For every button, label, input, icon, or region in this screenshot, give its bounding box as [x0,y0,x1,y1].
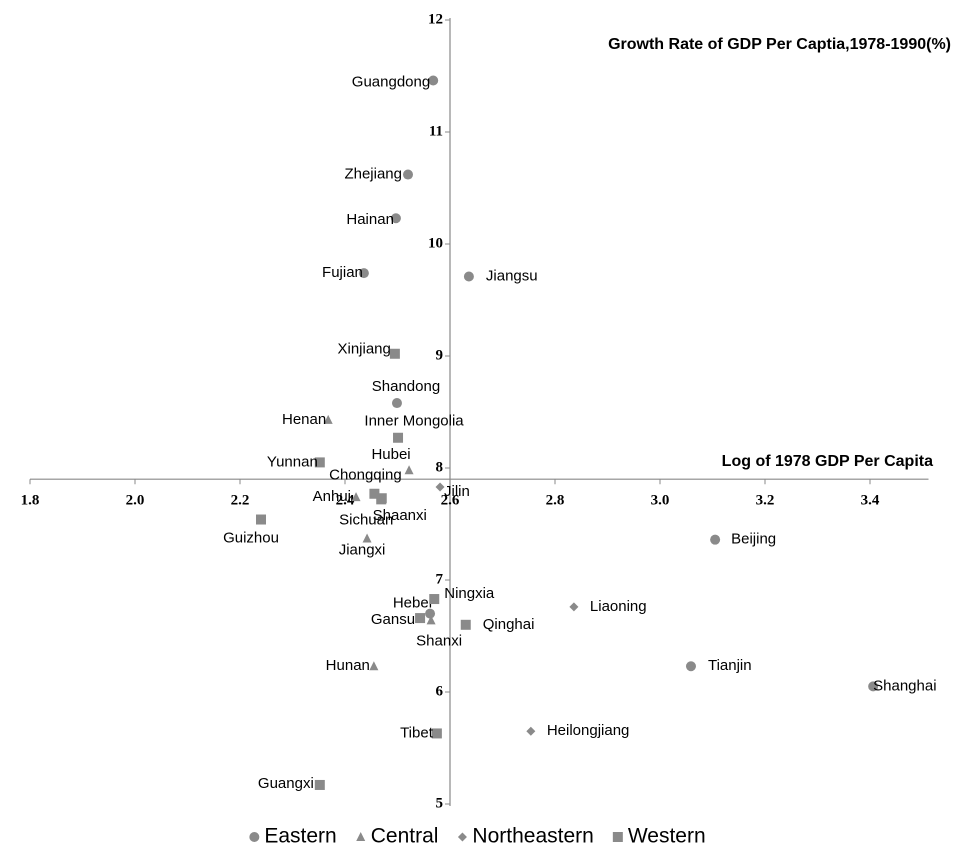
point-label: Zhejiang [344,166,402,183]
point [376,493,387,504]
point-label: Jiangxi [339,542,386,559]
legend-marker [249,832,260,842]
point [431,728,442,739]
point-label: Heilongjiang [547,722,630,739]
point-label: Hebei [393,595,432,612]
point [351,492,361,502]
point-label: Shanxi [416,632,462,649]
point [390,213,401,224]
y-axis-title: Growth Rate of GDP Per Captia,1978-1990(… [608,36,951,53]
point [403,169,413,180]
point-label: Qinghai [483,616,535,633]
point [369,488,380,499]
x-tick-label: 2.8 [546,493,565,509]
point [415,613,426,624]
point [391,398,402,409]
point-label: Shandong [372,378,440,395]
y-tick-label: 8 [436,459,444,475]
point [429,594,440,605]
x-tick-label: 3.2 [756,493,775,509]
point [710,534,721,545]
point-label: Tianjin [708,657,752,674]
point [358,268,369,279]
point [323,414,333,424]
y-tick-label: 10 [428,235,443,251]
point [314,457,325,468]
y-tick-label: 6 [436,683,444,699]
y-tick-label: 12 [428,11,443,27]
point-label: Fujian [322,264,363,281]
point-label: Shaanxi [373,507,427,524]
point [685,661,696,672]
y-tick-label: 5 [436,795,444,811]
legend-label: Northeastern [472,825,593,848]
point-label: Inner Mongolia [364,413,464,430]
point [404,465,414,475]
legend-marker [356,832,366,841]
y-tick-label: 11 [429,123,443,139]
point-label: Henan [282,411,326,428]
point-label: Jiangsu [486,267,538,284]
legend-label: Eastern [264,825,336,848]
point-label: Chongqing [329,467,402,484]
x-tick-label: 3.4 [861,493,880,509]
x-tick-label: 2.6 [441,493,460,509]
point [435,482,445,492]
point-label: Hainan [346,211,394,228]
point-label: Gansu [371,611,415,628]
point [426,615,436,625]
point [369,661,379,671]
point [868,681,879,692]
x-tick-label: 2.4 [336,493,355,509]
point [389,348,400,359]
point-label: Anhui [313,488,351,505]
point-label: Ningxia [444,585,495,602]
point [393,432,404,443]
legend-marker [457,832,467,842]
point-label: Guizhou [223,529,279,546]
point [526,726,536,736]
point-label: Beijing [731,531,776,548]
point-label: Hunan [326,657,370,674]
legend-marker [612,832,623,842]
point [314,779,325,790]
point-label: Guangdong [352,73,430,90]
x-tick-label: 3.0 [651,493,670,509]
point-label: Yunnan [267,453,318,470]
point-label: Guangxi [258,775,314,792]
point-label: Xinjiang [338,341,391,358]
point-label: Liaoning [590,598,647,615]
point-label: Shanghai [873,677,936,694]
legend-label: Western [628,825,706,848]
point [425,608,436,619]
legend-label: Central [371,825,439,848]
x-tick-label: 2.0 [126,493,145,509]
y-tick-label: 9 [436,347,444,363]
point [362,533,372,543]
point-label: Sichuan [339,511,393,528]
x-tick-label: 1.8 [21,493,40,509]
point [569,602,579,612]
point [460,619,471,630]
point [428,75,439,86]
point [256,514,266,525]
x-axis-title: Log of 1978 GDP Per Capita [722,453,933,470]
point-label: Jilin [444,483,470,500]
point-label: Tibet [400,724,434,741]
x-tick-label: 2.2 [231,493,250,509]
y-tick-label: 7 [436,571,444,587]
point [463,271,474,282]
point-label: Hubei [371,446,410,463]
